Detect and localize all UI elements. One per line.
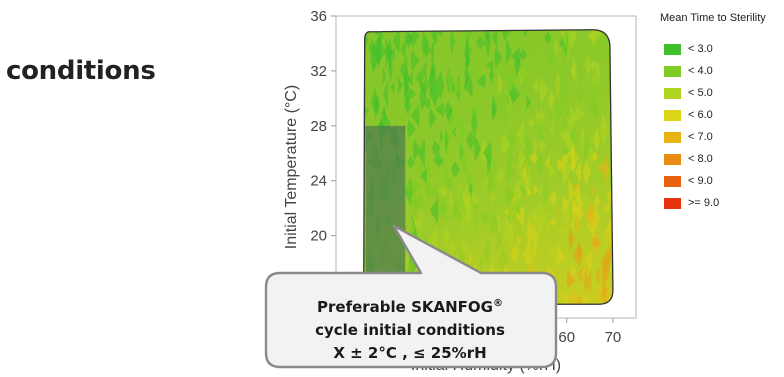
legend-item: < 3.0 xyxy=(660,38,784,60)
legend-items: < 3.0 < 4.0 < 5.0 < 6.0 < 7.0 < 8.0 < 9.0 >= 9.… xyxy=(660,38,784,214)
y-axis-label: Initial Temperature (°C) xyxy=(283,85,300,249)
callout xyxy=(264,224,558,369)
registered-mark: ® xyxy=(492,298,503,309)
legend-label: >= 9.0 xyxy=(688,197,720,209)
legend-item: < 5.0 xyxy=(660,82,784,104)
legend-swatch xyxy=(664,43,681,55)
preferred-conditions-region xyxy=(365,125,406,291)
slide-heading: conditions xyxy=(6,56,156,86)
y-tick-label: 20 xyxy=(310,228,327,245)
legend-label: < 5.0 xyxy=(688,87,713,99)
x-tick-label: 70 xyxy=(605,329,622,346)
callout-line-1: Preferable SKANFOG® xyxy=(317,298,503,316)
y-tick-label: 32 xyxy=(310,63,327,80)
y-axis: 162024283236 xyxy=(310,8,336,300)
y-tick-label: 36 xyxy=(310,8,327,25)
legend-item: < 8.0 xyxy=(660,148,784,170)
y-tick-label: 28 xyxy=(310,118,327,135)
x-tick-label: 60 xyxy=(558,329,575,346)
legend-swatch xyxy=(664,131,681,143)
legend-swatch xyxy=(664,65,681,77)
legend-swatch xyxy=(664,87,681,99)
legend-swatch xyxy=(664,175,681,187)
legend-swatch xyxy=(664,153,681,165)
y-tick-label: 24 xyxy=(310,173,327,190)
legend-label: < 3.0 xyxy=(688,43,713,55)
legend: Mean Time to Sterility < 3.0 < 4.0 < 5.0 < … xyxy=(660,12,784,214)
legend-item: < 9.0 xyxy=(660,170,784,192)
legend-title: Mean Time to Sterility xyxy=(660,12,766,24)
legend-item: < 4.0 xyxy=(660,60,784,82)
legend-item: < 7.0 xyxy=(660,126,784,148)
legend-label: < 6.0 xyxy=(688,109,713,121)
legend-label: < 4.0 xyxy=(688,65,713,77)
legend-swatch xyxy=(664,109,681,121)
callout-line-2: cycle initial conditions xyxy=(315,321,505,339)
legend-swatch xyxy=(664,197,681,209)
callout-text: Preferable SKANFOG® cycle initial condit… xyxy=(280,292,540,365)
callout-line-3: X ± 2°C , ≤ 25%rH xyxy=(333,344,487,362)
legend-item: >= 9.0 xyxy=(660,192,784,214)
data-region-outline xyxy=(363,29,614,305)
legend-label: < 9.0 xyxy=(688,175,713,187)
callout-bubble xyxy=(264,224,558,369)
legend-label: < 7.0 xyxy=(688,131,713,143)
legend-label: < 8.0 xyxy=(688,153,713,165)
legend-item: < 6.0 xyxy=(660,104,784,126)
